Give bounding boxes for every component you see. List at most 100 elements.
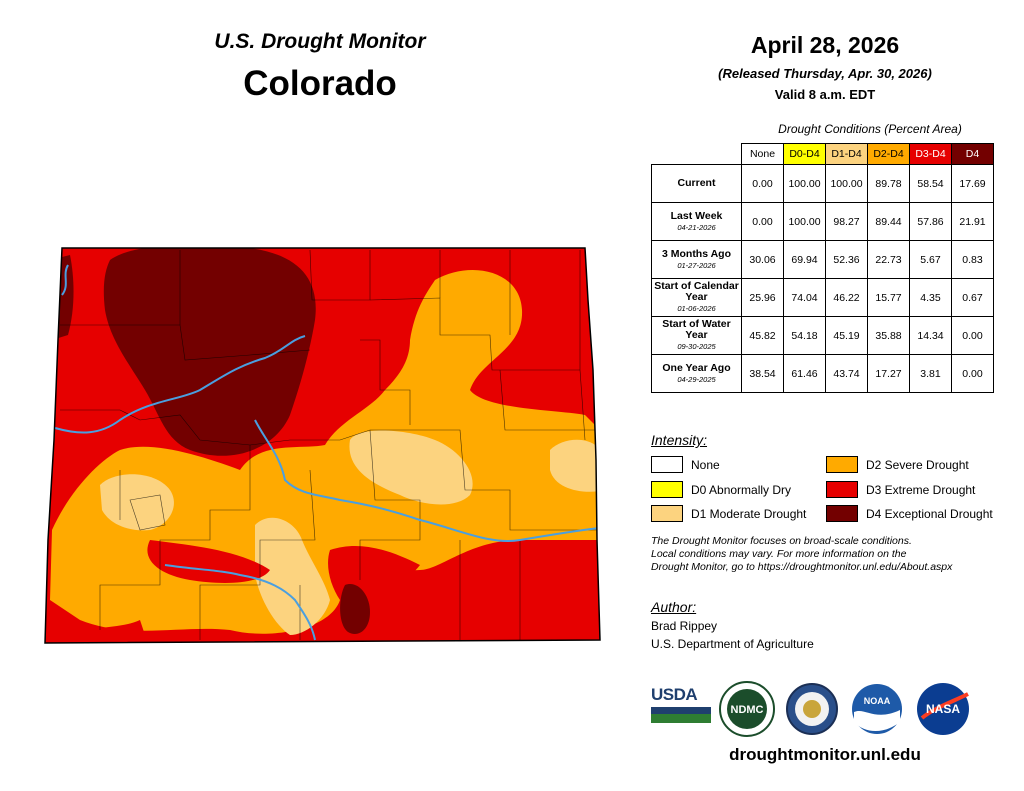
- legend-label: D4 Exceptional Drought: [866, 506, 993, 521]
- table-cell: 46.22: [825, 278, 868, 317]
- rivers: [54, 264, 600, 641]
- d3-region-sw: [147, 540, 270, 583]
- legend-swatch: [651, 456, 683, 473]
- row-label: Start of Water Year: [662, 318, 731, 341]
- table-cell: 98.27: [825, 202, 868, 241]
- table-cell: 4.35: [909, 278, 952, 317]
- table-cell: 38.54: [741, 354, 784, 393]
- legend-swatch: [651, 481, 683, 498]
- col-header-none: None: [741, 143, 784, 165]
- row-date: 04-29-2025: [677, 374, 716, 384]
- table-header-row: None D0-D4 D1-D4 D2-D4 D3-D4 D4: [652, 143, 994, 165]
- legend-item-d2: D2 Severe Drought: [826, 456, 969, 473]
- legend-label: None: [691, 457, 720, 472]
- nasa-logo-text: NASA: [926, 702, 960, 716]
- legend-label: D2 Severe Drought: [866, 457, 969, 472]
- table-cell: 100.00: [783, 164, 826, 203]
- legend-label: D0 Abnormally Dry: [691, 482, 792, 497]
- note-line: Local conditions may vary. For more info…: [651, 548, 907, 560]
- legend-swatch: [651, 505, 683, 522]
- usda-logo: USDA: [651, 685, 711, 729]
- release-date: (Released Thursday, Apr. 30, 2026): [718, 66, 932, 81]
- table-row: Start of Calendar Year 01-06-2026 25.96 7…: [651, 278, 994, 317]
- col-header-d1-d4: D1-D4: [825, 143, 868, 165]
- state-title: Colorado: [243, 64, 397, 103]
- table-cell: 21.91: [951, 202, 994, 241]
- d4-region-south: [340, 584, 370, 634]
- d1-region-south: [255, 517, 330, 635]
- legend-heading: Intensity:: [651, 432, 708, 448]
- table-cell: 43.74: [825, 354, 868, 393]
- table-row: One Year Ago 04-29-2025 38.54 61.46 43.74…: [651, 354, 994, 393]
- row-label: Start of Calendar Year: [654, 280, 739, 303]
- col-header-d0-d4: D0-D4: [783, 143, 826, 165]
- state-border: [44, 247, 601, 644]
- col-header-d2-d4: D2-D4: [867, 143, 910, 165]
- map-title: U.S. Drought Monitor: [214, 30, 426, 53]
- legend-item-d4: D4 Exceptional Drought: [826, 505, 993, 522]
- table-cell: 30.06: [741, 240, 784, 279]
- usda-logo-text: USDA: [651, 685, 698, 704]
- noaa-logo: NOAA: [852, 684, 902, 734]
- note-line: Drought Monitor, go to https://droughtmo…: [651, 561, 953, 573]
- table-cell: 25.96: [741, 278, 784, 317]
- table-cell: 45.19: [825, 316, 868, 355]
- noaa-logo-text: NOAA: [864, 696, 891, 706]
- table-cell: 52.36: [825, 240, 868, 279]
- ndmc-logo-text: NDMC: [731, 704, 764, 716]
- legend-item-d3: D3 Extreme Drought: [826, 481, 975, 498]
- d1-region-far-east: [550, 439, 600, 492]
- table-cell: 100.00: [783, 202, 826, 241]
- drought-map: [44, 247, 601, 644]
- col-header-d4: D4: [951, 143, 994, 165]
- legend-label: D3 Extreme Drought: [866, 482, 976, 497]
- table-cell: 45.82: [741, 316, 784, 355]
- website-link[interactable]: droughtmonitor.unl.edu: [729, 745, 921, 764]
- table-cell: 69.94: [783, 240, 826, 279]
- table-row: Last Week 04-21-2026 0.00 100.00 98.27 89…: [651, 202, 994, 241]
- table-cell: 0.00: [951, 316, 994, 355]
- table-cell: 89.44: [867, 202, 910, 241]
- table-cell: 58.54: [909, 164, 952, 203]
- legend-swatch: [826, 456, 858, 473]
- legend-item-d1: D1 Moderate Drought: [651, 505, 806, 522]
- commerce-seal-logo: [786, 683, 838, 735]
- author-name: Brad Rippey: [651, 619, 718, 633]
- table-cell: 54.18: [783, 316, 826, 355]
- table-cell: 100.00: [825, 164, 868, 203]
- table-cell: 0.00: [741, 202, 784, 241]
- author-org: U.S. Department of Agriculture: [651, 637, 814, 651]
- disclaimer-note: The Drought Monitor focuses on broad-sca…: [651, 535, 1011, 574]
- table-row: Current 0.00 100.00 100.00 89.78 58.54 1…: [651, 164, 994, 203]
- table-cell: 89.78: [867, 164, 910, 203]
- col-header-d3-d4: D3-D4: [909, 143, 952, 165]
- table-cell: 0.00: [741, 164, 784, 203]
- legend-swatch: [826, 505, 858, 522]
- table-caption: Drought Conditions (Percent Area): [778, 122, 962, 136]
- table-row: 3 Months Ago 01-27-2026 30.06 69.94 52.36…: [651, 240, 994, 279]
- legend-label: D1 Moderate Drought: [691, 506, 807, 521]
- legend-item-d0: D0 Abnormally Dry: [651, 481, 791, 498]
- row-date: 04-21-2026: [677, 222, 716, 232]
- row-date: 09-30-2025: [677, 342, 716, 351]
- legend-item-none: None: [651, 456, 720, 473]
- note-line: The Drought Monitor focuses on broad-sca…: [651, 535, 912, 547]
- table-cell: 15.77: [867, 278, 910, 317]
- drought-conditions-table: None D0-D4 D1-D4 D2-D4 D3-D4 D4 Current …: [651, 143, 994, 393]
- table-cell: 14.34: [909, 316, 952, 355]
- table-cell: 22.73: [867, 240, 910, 279]
- ndmc-logo: NDMC: [719, 681, 775, 737]
- table-row: Start of Water Year 09-30-2025 45.82 54.1…: [651, 316, 994, 355]
- table-cell: 5.67: [909, 240, 952, 279]
- row-label: 3 Months Ago: [661, 247, 732, 260]
- table-cell: 0.00: [951, 354, 994, 393]
- row-label: One Year Ago: [662, 361, 731, 374]
- table-cell: 57.86: [909, 202, 952, 241]
- nasa-logo: NASA: [917, 683, 969, 735]
- row-date: 01-27-2026: [677, 260, 716, 270]
- table-cell: 17.69: [951, 164, 994, 203]
- row-label: Current: [677, 177, 716, 189]
- valid-date: April 28, 2026: [750, 32, 900, 58]
- table-cell: 3.81: [909, 354, 952, 393]
- row-date: 01-06-2026: [677, 304, 716, 313]
